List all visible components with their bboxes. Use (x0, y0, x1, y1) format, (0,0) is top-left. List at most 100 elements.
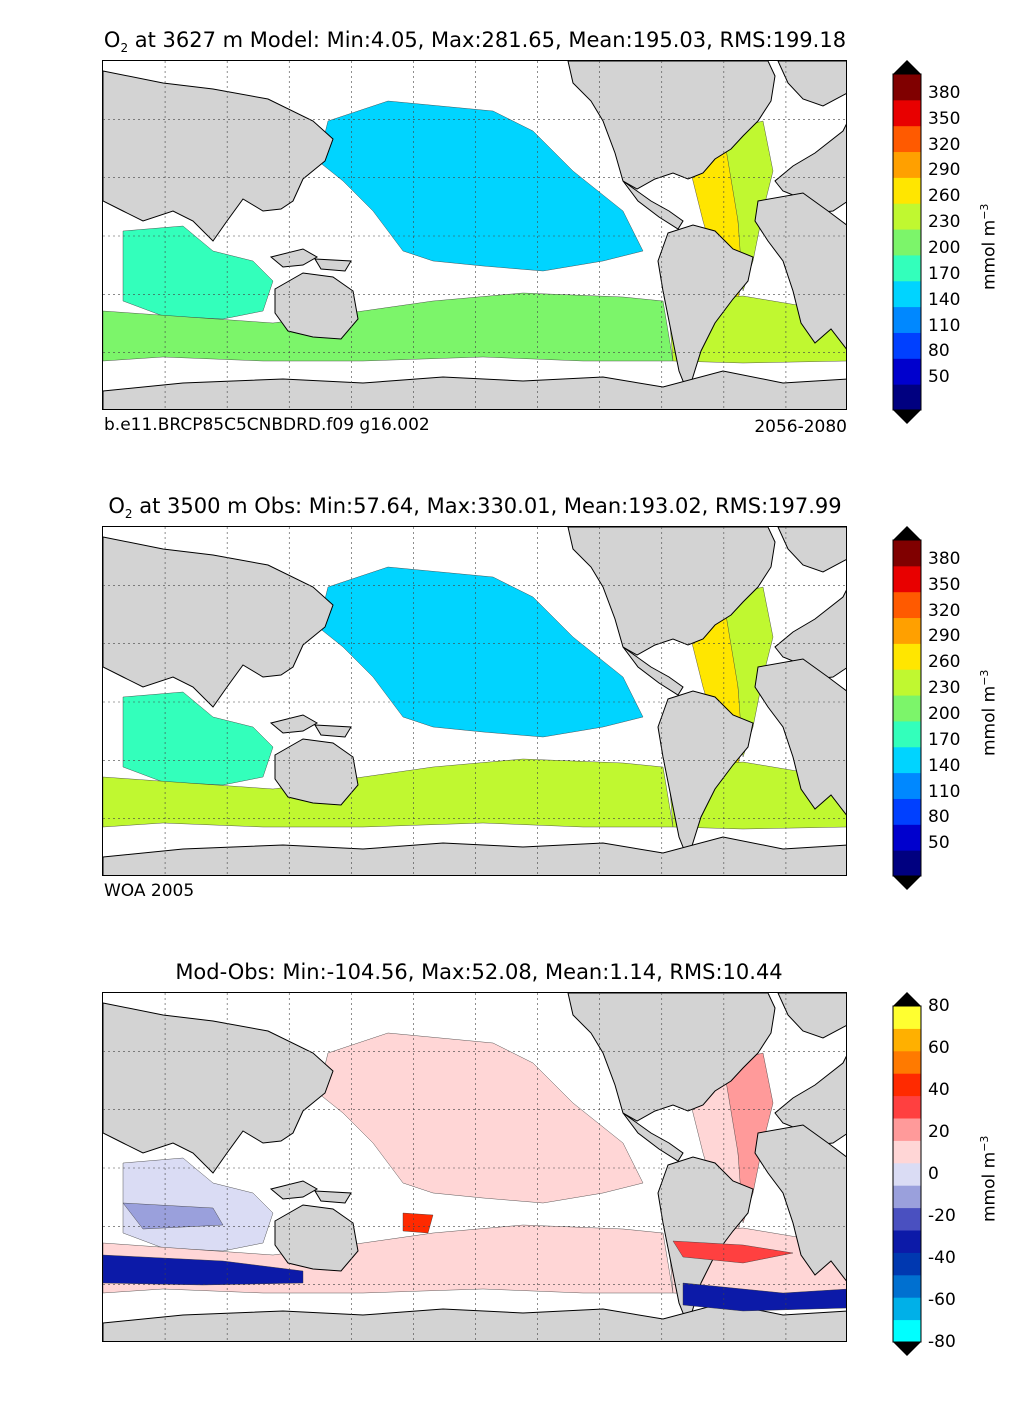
colorbar-segment (893, 1230, 921, 1253)
colorbar-tick-label: 260 (928, 652, 961, 673)
colorbar-segment (893, 540, 921, 567)
colorbar-segment (893, 358, 921, 385)
ocean-field-indian (122, 225, 274, 320)
land-mass (314, 724, 352, 738)
title-o: O (108, 494, 125, 518)
unit-text: mmol m (979, 685, 1000, 756)
colorbar-segment (893, 1028, 921, 1052)
colorbar-max-arrow (893, 60, 921, 74)
colorbar-segment (893, 824, 921, 851)
title-sub: 2 (120, 41, 129, 56)
land-mass (269, 714, 319, 734)
land-mass (103, 836, 846, 875)
land-mass (774, 123, 846, 214)
colorbar-segment (893, 306, 921, 333)
map-svg (103, 993, 846, 1341)
colorbar-tick-label: 110 (928, 315, 961, 336)
panel-title: O2 at 3500 m Obs: Min:57.64, Max:330.01,… (0, 494, 950, 521)
land-mass (774, 1055, 846, 1146)
unit-text: mmol m (979, 219, 1000, 290)
colorbar-tick-label: 50 (928, 833, 950, 854)
colorbar-max-arrow (893, 526, 921, 540)
colorbar-min-arrow (893, 1342, 921, 1356)
land-mass (777, 527, 846, 573)
colorbar-tick-label: 80 (928, 341, 950, 362)
colorbar-tick-label: 200 (928, 238, 961, 258)
colorbar-tick-label: 230 (928, 212, 961, 233)
colorbar-segment (893, 99, 921, 127)
land-mass (657, 224, 754, 398)
land-mass (103, 70, 334, 242)
colorbar-segment (893, 1095, 921, 1119)
colorbar-segment (893, 125, 921, 153)
land-mass (567, 993, 776, 1122)
unit-sup: −3 (978, 1135, 991, 1152)
land-mass (754, 192, 846, 350)
colorbar-tick-label: 230 (928, 678, 961, 699)
colorbar-segment (893, 1297, 921, 1321)
colorbar-segment (893, 720, 921, 748)
colorbar-segment (893, 746, 921, 774)
colorbar-segment (893, 1140, 921, 1164)
colorbar-segment (893, 280, 921, 308)
colorbar-tick-label: -20 (928, 1206, 956, 1226)
colorbar-segment (893, 772, 921, 799)
colorbar-tick-label: 140 (928, 289, 961, 310)
colorbar-segment (893, 1274, 921, 1298)
title-o: O (103, 28, 121, 52)
colorbar-tick-label: -80 (928, 1332, 956, 1352)
colorbar-tick-label: 380 (928, 82, 961, 103)
colorbar-segment (893, 1050, 921, 1074)
colorbar-tick-label: 110 (928, 781, 961, 802)
land-mass (103, 536, 334, 708)
colorbar-tick-label: 350 (928, 108, 961, 129)
land-mass (103, 1302, 846, 1341)
colorbar-unit: mmol m−3 (978, 204, 1000, 290)
title-sub: 2 (124, 507, 133, 522)
colorbar-segment (893, 1073, 921, 1097)
land-mass (754, 1124, 846, 1282)
colorbar-segment (893, 643, 921, 670)
colorbar-tick-label: 170 (928, 263, 961, 284)
colorbar-segment (893, 332, 921, 359)
map-diff (102, 992, 847, 1342)
colorbar-segment (893, 1319, 921, 1343)
colorbar-segment (893, 669, 921, 696)
colorbar-frame (892, 73, 922, 411)
ocean-field-pacific (317, 100, 644, 272)
colorbar-segment (893, 1118, 921, 1141)
colorbar-segment (893, 203, 921, 230)
anomaly-region (402, 1212, 434, 1234)
unit-text: mmol m (979, 1151, 1000, 1222)
colorbar-tick-label: 290 (928, 626, 961, 647)
colorbar-tick-label: 290 (928, 160, 961, 181)
land-mass (274, 1204, 359, 1272)
title-rest: Mod-Obs: Min:-104.56, Max:52.08, Mean:1.… (175, 960, 783, 984)
ocean-field-pacific (317, 566, 644, 738)
land-mass (567, 527, 776, 656)
panel-obs: O2 at 3500 m Obs: Min:57.64, Max:330.01,… (0, 488, 1030, 948)
colorbar-tick-label: -40 (928, 1248, 956, 1268)
map-svg (103, 61, 846, 409)
colorbar-segment (893, 1162, 921, 1186)
colorbar-segment (893, 1185, 921, 1209)
land-mass (314, 1190, 352, 1204)
period-label: 2056-2080 (754, 417, 847, 437)
colorbar-segment (893, 1207, 921, 1231)
colorbar-segment (893, 591, 921, 619)
land-mass (314, 258, 352, 272)
colorbar-tick-label: 350 (928, 574, 961, 595)
colorbar-segment (893, 617, 921, 644)
land-mass (754, 658, 846, 816)
land-mass (269, 248, 319, 268)
colorbar-frame (892, 1005, 922, 1343)
colorbar-segment (893, 229, 921, 256)
colorbar-unit: mmol m−3 (978, 1136, 1000, 1222)
land-mass (777, 993, 846, 1039)
colorbar-tick-label: 80 (928, 996, 950, 1016)
colorbar-unit: mmol m−3 (978, 670, 1000, 756)
colorbar-tick-label: 50 (928, 367, 950, 388)
colorbar-tick-label: 170 (928, 729, 961, 750)
colorbar-tick-label: 380 (928, 548, 961, 569)
land-mass (103, 1002, 334, 1174)
